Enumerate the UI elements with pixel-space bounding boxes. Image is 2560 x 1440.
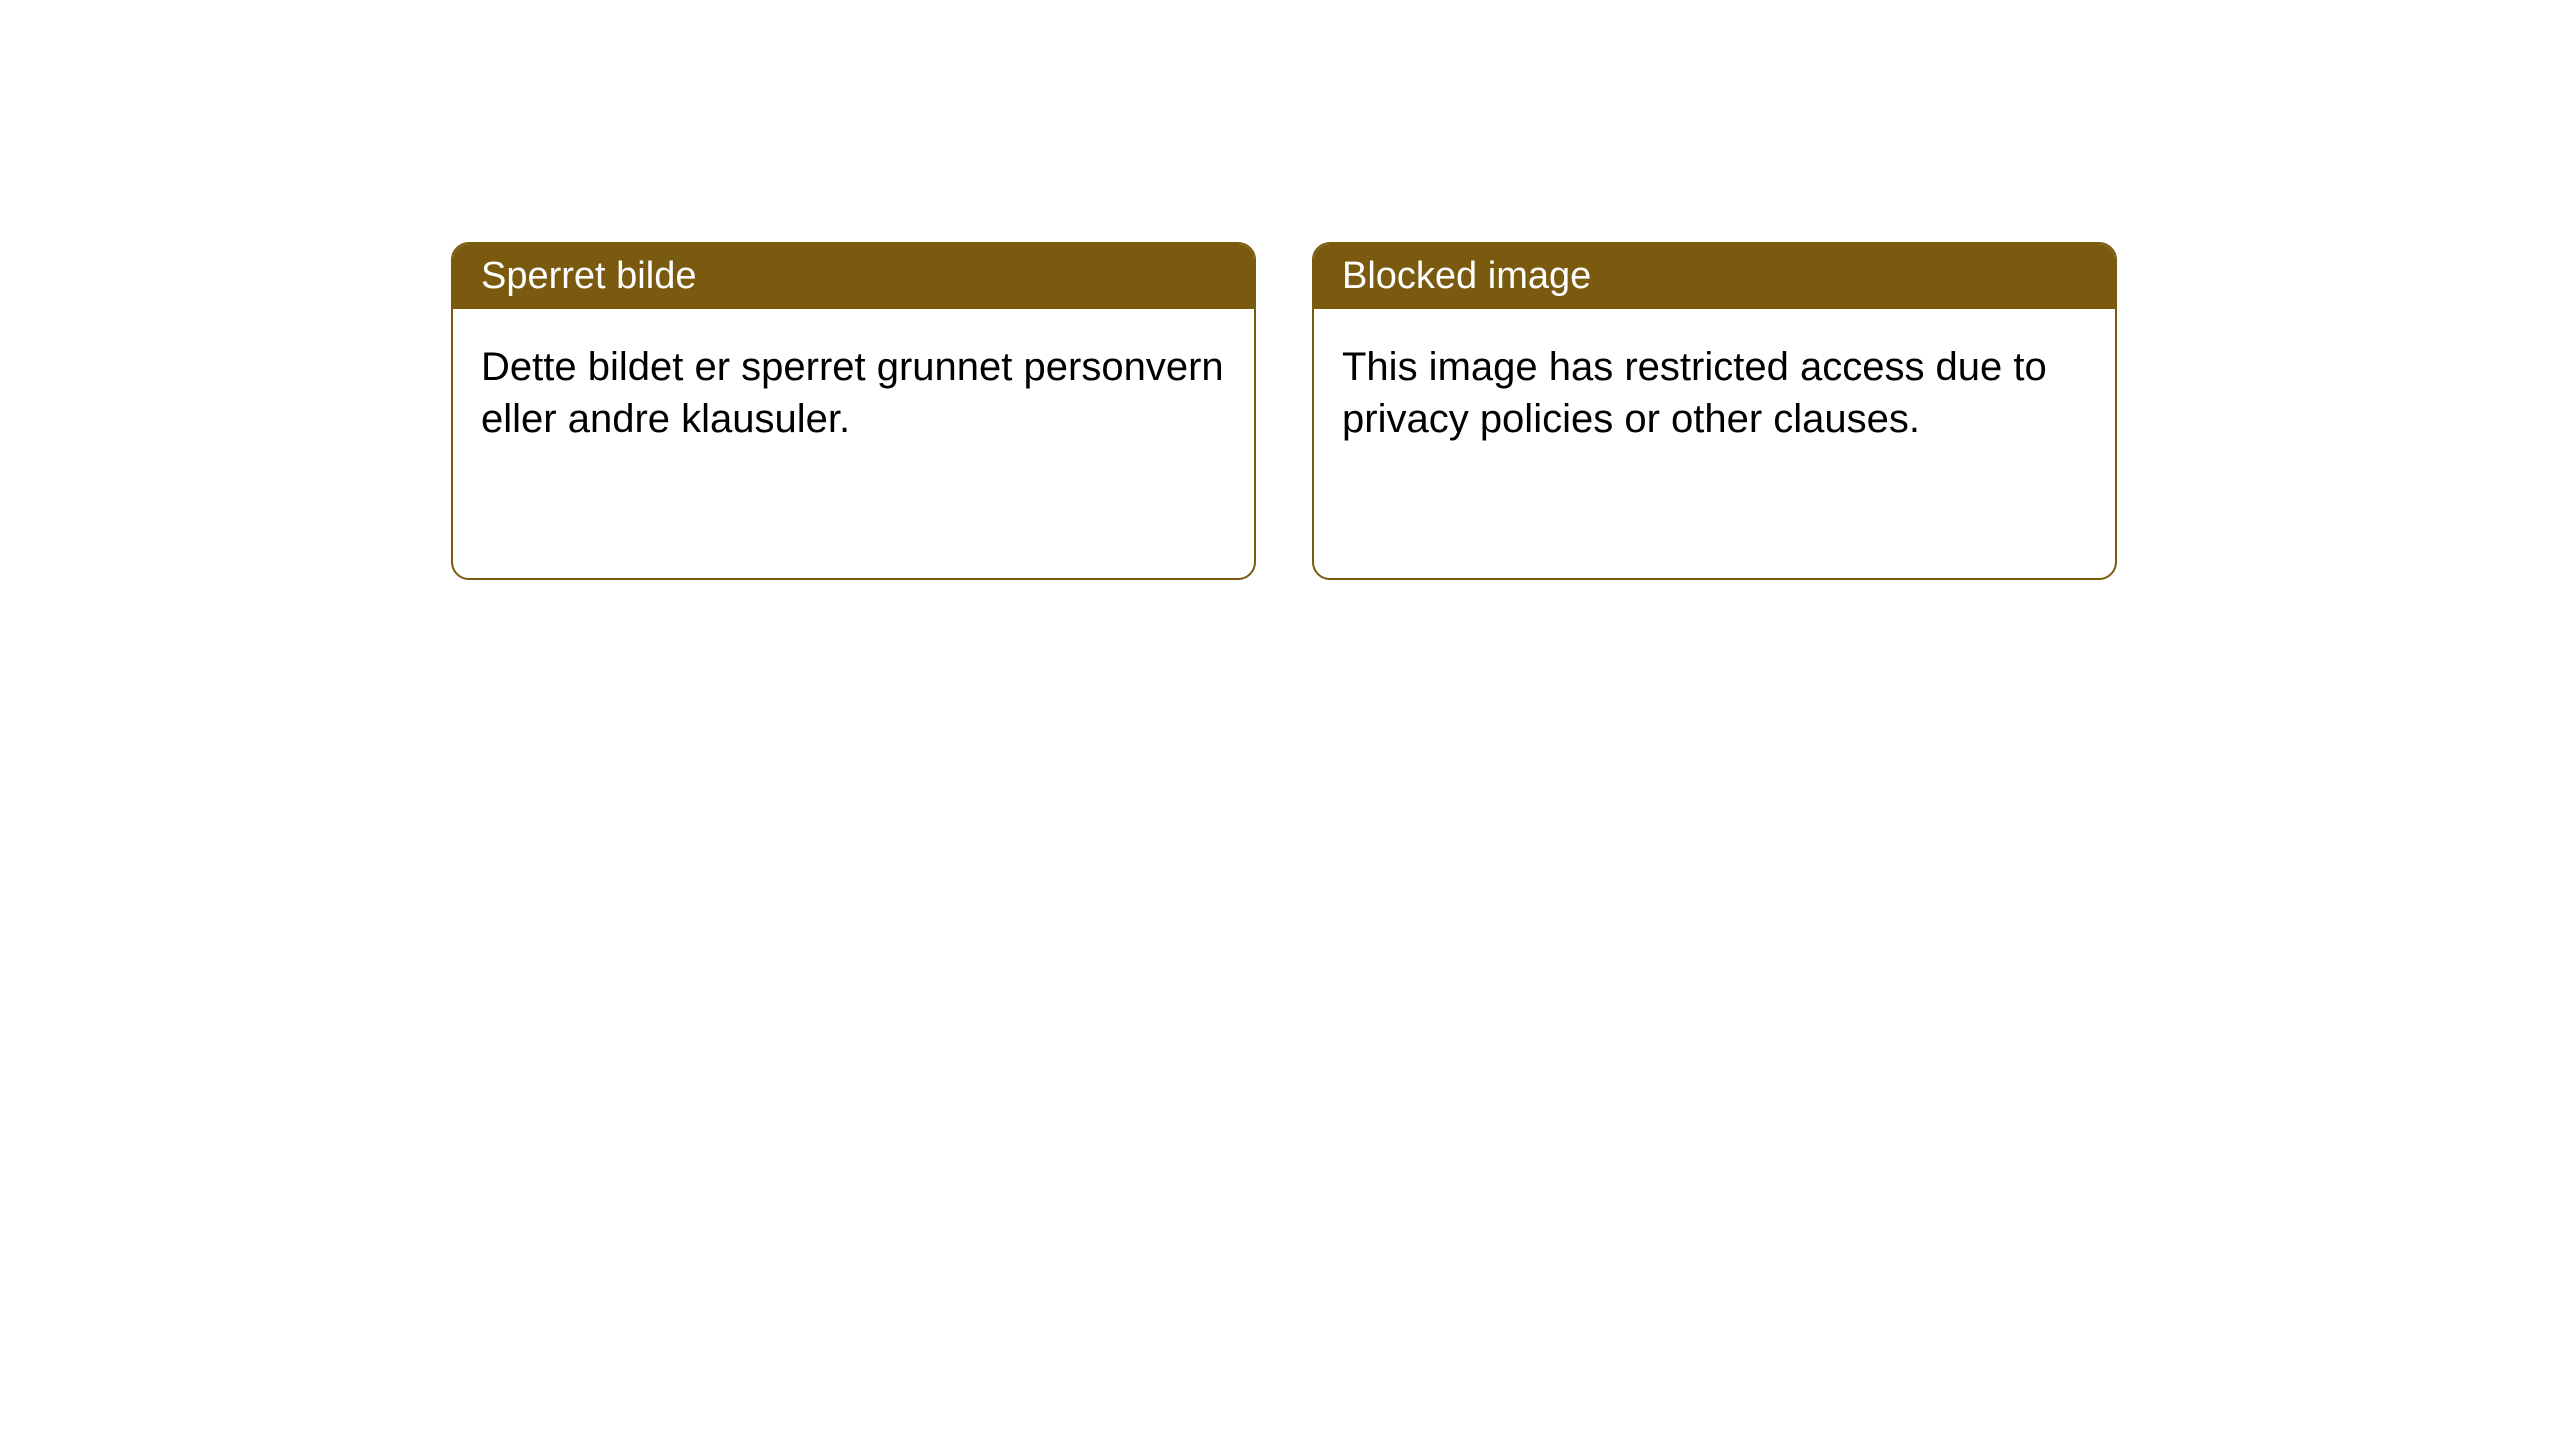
- notice-container: Sperret bilde Dette bildet er sperret gr…: [0, 0, 2560, 580]
- notice-header: Sperret bilde: [453, 244, 1254, 309]
- notice-header: Blocked image: [1314, 244, 2115, 309]
- notice-body: Dette bildet er sperret grunnet personve…: [453, 309, 1254, 477]
- notice-card-english: Blocked image This image has restricted …: [1312, 242, 2117, 580]
- notice-card-norwegian: Sperret bilde Dette bildet er sperret gr…: [451, 242, 1256, 580]
- notice-body: This image has restricted access due to …: [1314, 309, 2115, 477]
